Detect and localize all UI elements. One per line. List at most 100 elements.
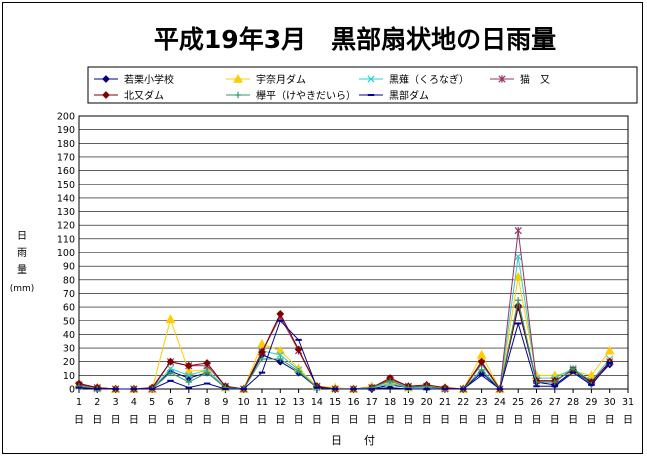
x-tick-label: 20	[421, 397, 433, 408]
x-tick-suffix: 日	[239, 415, 249, 426]
y-axis-label-part: (mm)	[10, 284, 35, 294]
x-tick-label: 11	[256, 397, 268, 408]
legend-marker	[233, 73, 243, 83]
y-tick-label: 90	[63, 262, 75, 273]
y-tick-label: 10	[63, 371, 75, 382]
x-tick-suffix: 日	[495, 415, 505, 426]
legend-label: 黒部ダム	[389, 89, 429, 102]
data-point	[294, 345, 303, 354]
x-tick-label: 31	[622, 397, 634, 408]
data-point	[477, 357, 486, 366]
y-tick-label: 150	[57, 180, 75, 191]
x-tick-label: 23	[476, 397, 488, 408]
y-tick-label: 50	[63, 316, 75, 327]
y-tick-label: 200	[57, 112, 75, 123]
series	[75, 319, 613, 390]
legend-item: 若栗小学校	[94, 73, 174, 86]
y-tick-label: 170	[57, 152, 75, 163]
legend-label: 若栗小学校	[124, 73, 174, 86]
data-point	[478, 366, 485, 374]
data-point	[258, 348, 266, 357]
x-tick-suffix: 日	[220, 415, 230, 426]
data-point	[514, 301, 523, 310]
y-axis-label: 日雨量 (mm)	[10, 231, 35, 294]
data-point	[514, 252, 522, 261]
x-tick-suffix: 日	[385, 415, 395, 426]
y-tick-label: 130	[57, 207, 75, 218]
x-tick-suffix: 日	[166, 415, 176, 426]
x-tick-suffix: 日	[403, 415, 413, 426]
x-tick-suffix: 日	[294, 415, 304, 426]
y-tick-label: 30	[63, 344, 75, 355]
x-tick-suffix: 日	[349, 415, 359, 426]
data-point	[551, 378, 558, 386]
x-tick-suffix: 日	[477, 415, 487, 426]
x-tick-label: 28	[567, 397, 579, 408]
x-tick-label: 14	[311, 397, 323, 408]
x-tick-label: 27	[549, 397, 561, 408]
x-tick-label: 5	[149, 397, 155, 408]
data-point	[295, 368, 302, 375]
data-point	[514, 226, 522, 235]
x-tick-suffix: 日	[367, 415, 377, 426]
x-tick-label: 4	[131, 397, 137, 408]
data-point	[166, 364, 175, 373]
x-tick-label: 1	[76, 397, 82, 408]
x-tick-suffix: 日	[92, 415, 102, 426]
legend-item: 宇奈月ダム	[226, 73, 306, 86]
y-tick-label: 190	[57, 125, 75, 136]
x-tick-label: 25	[512, 397, 524, 408]
y-tick-label: 140	[57, 193, 75, 204]
legend-marker	[102, 75, 110, 83]
data-point	[203, 359, 212, 367]
x-tick-label: 16	[347, 397, 359, 408]
x-tick-label: 6	[167, 397, 173, 408]
x-tick-suffix: 日	[532, 415, 542, 426]
chart-title: 平成19年3月 黒部扇状地の日雨量	[154, 25, 556, 54]
chart-frame: 平成19年3月 黒部扇状地の日雨量 若栗小学校 宇奈月ダム 黒薙（くろなぎ） 猫 又北…	[2, 2, 643, 454]
legend-marker	[234, 91, 242, 99]
data-point	[513, 272, 524, 281]
y-tick-label: 180	[57, 139, 75, 150]
legend-marker	[498, 75, 506, 83]
x-tick-suffix: 日	[275, 415, 285, 426]
y-tick-label: 40	[63, 330, 75, 341]
x-tick-label: 7	[186, 397, 192, 408]
series-line	[78, 300, 611, 391]
x-tick-suffix: 日	[550, 415, 560, 426]
legend-item: 欅平（けやきだいら）	[226, 90, 356, 102]
legend-item: 黒薙（くろなぎ）	[359, 73, 469, 86]
data-point	[167, 369, 174, 376]
legend-item: 北又ダム	[94, 89, 164, 102]
x-tick-label: 18	[384, 397, 396, 408]
chart: 平成19年3月 黒部扇状地の日雨量 若栗小学校 宇奈月ダム 黒薙（くろなぎ） 猫 又北…	[10, 25, 638, 447]
x-tick-label: 9	[222, 397, 228, 408]
legend-marker	[102, 91, 110, 99]
x-tick-suffix: 日	[422, 415, 432, 426]
legend-label: 猫 又	[520, 73, 550, 86]
x-tick-suffix: 日	[330, 415, 340, 426]
x-tick-suffix: 日	[568, 415, 578, 426]
x-tick-suffix: 日	[202, 415, 212, 426]
x-tick-label: 29	[585, 397, 597, 408]
data-point	[166, 357, 175, 366]
x-tick-suffix: 日	[312, 415, 322, 426]
x-axis-label: 日 付	[331, 434, 375, 447]
data-point	[476, 349, 487, 359]
y-tick-label: 120	[57, 221, 75, 232]
legend-label: 欅平（けやきだいら）	[256, 90, 356, 102]
x-tick-label: 13	[293, 397, 305, 408]
plot-area: 0102030405060708090100110120130140150160…	[57, 112, 634, 427]
x-tick-label: 15	[329, 397, 341, 408]
y-tick-label: 80	[63, 275, 75, 286]
data-point	[386, 377, 394, 385]
legend-label: 北又ダム	[124, 89, 164, 102]
x-tick-label: 24	[494, 397, 506, 408]
x-tick-label: 30	[604, 397, 616, 408]
y-tick-label: 160	[57, 166, 75, 177]
x-tick-suffix: 日	[440, 415, 450, 426]
data-point	[258, 355, 266, 363]
x-tick-label: 21	[439, 397, 451, 408]
data-point	[203, 369, 211, 376]
